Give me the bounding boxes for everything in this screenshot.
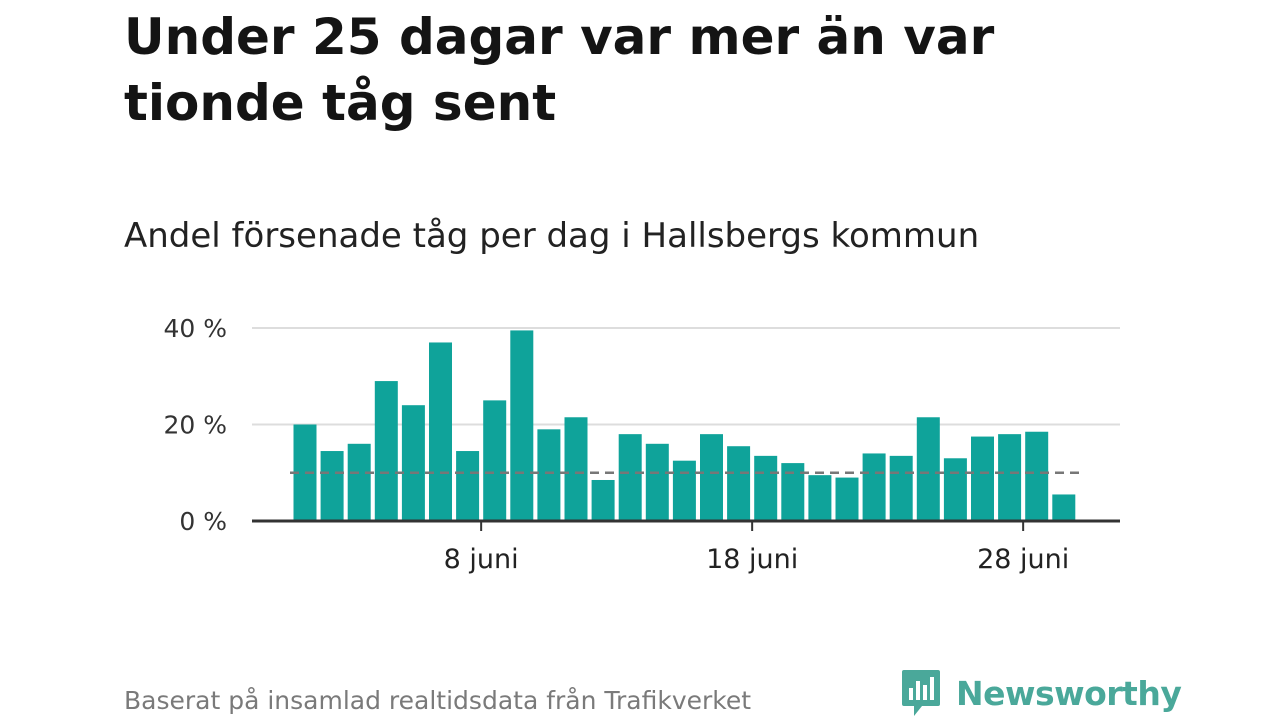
bar [971,436,994,521]
bar [510,330,534,521]
bar [672,460,696,521]
bar [916,417,940,521]
bar [1052,494,1076,521]
bar [320,451,344,521]
x-tick-label: 8 juni [444,544,519,575]
bar [862,453,886,521]
bar [591,479,615,521]
brand-logo: Newsworthy [900,668,1182,718]
bar [1025,431,1049,521]
bar [835,477,859,521]
bar [645,443,669,521]
x-tick-label: 18 juni [706,544,798,575]
bar [727,446,751,521]
brand-name: Newsworthy [956,673,1182,713]
bar [700,434,723,521]
bar [781,463,805,521]
bar [401,405,425,521]
x-tick-label: 28 juni [977,544,1069,575]
bar-chart-speech-bubble-icon [902,670,940,716]
x-axis: 8 juni 18 juni 28 juni [252,519,1120,575]
bar [429,342,452,521]
bar [564,417,588,521]
bar [618,434,642,521]
bar [483,400,507,521]
bars [293,330,1076,521]
bar [754,455,778,521]
y-tick-label: 0 % [179,507,227,536]
bar [889,455,913,521]
bar [998,434,1022,521]
bar [537,429,561,521]
y-tick-label: 20 % [163,411,227,440]
y-axis-ticks: 0 % 20 % 40 % [163,314,227,536]
bar [347,443,371,521]
bar [943,458,967,521]
chart-title: Under 25 dagar var mer än var tionde tåg… [124,8,995,132]
source-note: Baserat på insamlad realtidsdata från Tr… [124,686,752,715]
bar [456,451,480,521]
chart-subtitle: Andel försenade tåg per dag i Hallsbergs… [124,216,980,256]
bar [808,475,832,521]
y-tick-label: 40 % [163,314,227,343]
bar [374,381,398,521]
